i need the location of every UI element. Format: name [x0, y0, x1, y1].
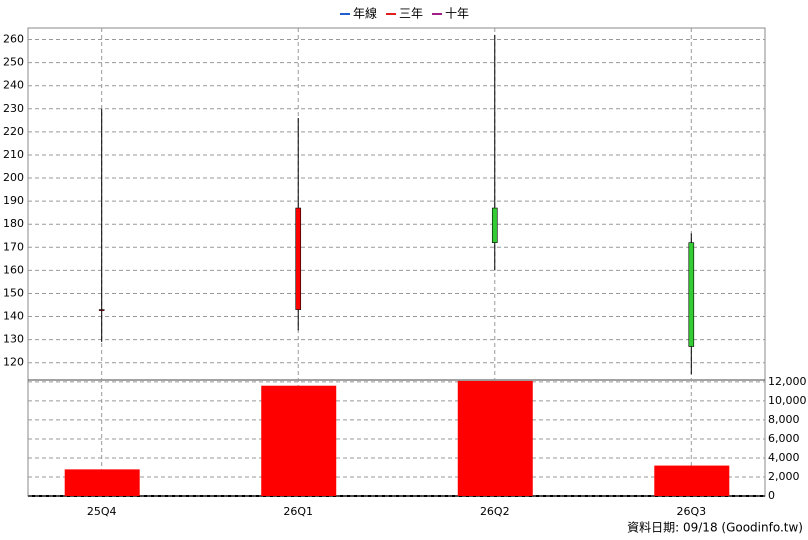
- y2-tick-label: 6,000: [768, 432, 800, 445]
- y-tick-label: 120: [3, 356, 24, 369]
- y2-tick-label: 10,000: [768, 394, 807, 407]
- volume-bar: [64, 469, 140, 496]
- legend-label: 年線: [353, 6, 377, 21]
- volume-bar: [654, 465, 730, 496]
- y2-tick-label: 0: [768, 489, 775, 502]
- volume-bar: [457, 380, 533, 496]
- candle-body: [98, 309, 105, 311]
- y-tick-label: 260: [3, 33, 24, 46]
- y-tick-label: 210: [3, 148, 24, 161]
- candle-body: [688, 242, 695, 347]
- y2-tick-label: 12,000: [768, 375, 807, 388]
- plot-frame: [27, 27, 766, 497]
- y-tick-label: 140: [3, 310, 24, 323]
- legend-label: 十年: [445, 7, 469, 21]
- y-tick-label: 180: [3, 217, 24, 230]
- volume-bar: [261, 385, 337, 496]
- x-tick-label: 26Q1: [283, 505, 313, 518]
- y2-tick-label: 8,000: [768, 413, 800, 426]
- y-tick-label: 250: [3, 56, 24, 69]
- y-tick-label: 200: [3, 171, 24, 184]
- y-tick-label: 190: [3, 194, 24, 207]
- x-tick-label: 26Q3: [676, 505, 706, 518]
- y2-tick-label: 2,000: [768, 470, 800, 483]
- candle-body: [491, 207, 498, 243]
- y-tick-label: 220: [3, 125, 24, 138]
- y2-tick-label: 4,000: [768, 451, 800, 464]
- footer: 資料日期: 09/18 (Goodinfo.tw): [627, 521, 803, 535]
- y-tick-label: 230: [3, 102, 24, 115]
- y-tick-label: 160: [3, 263, 24, 276]
- x-tick-label: 25Q4: [87, 505, 117, 518]
- y-tick-label: 130: [3, 333, 24, 346]
- y-tick-label: 240: [3, 79, 24, 92]
- y-tick-label: 150: [3, 286, 24, 299]
- candle-body: [295, 207, 302, 310]
- y-tick-label: 170: [3, 240, 24, 253]
- legend-label: 三年: [399, 7, 423, 21]
- x-tick-label: 26Q2: [480, 505, 510, 518]
